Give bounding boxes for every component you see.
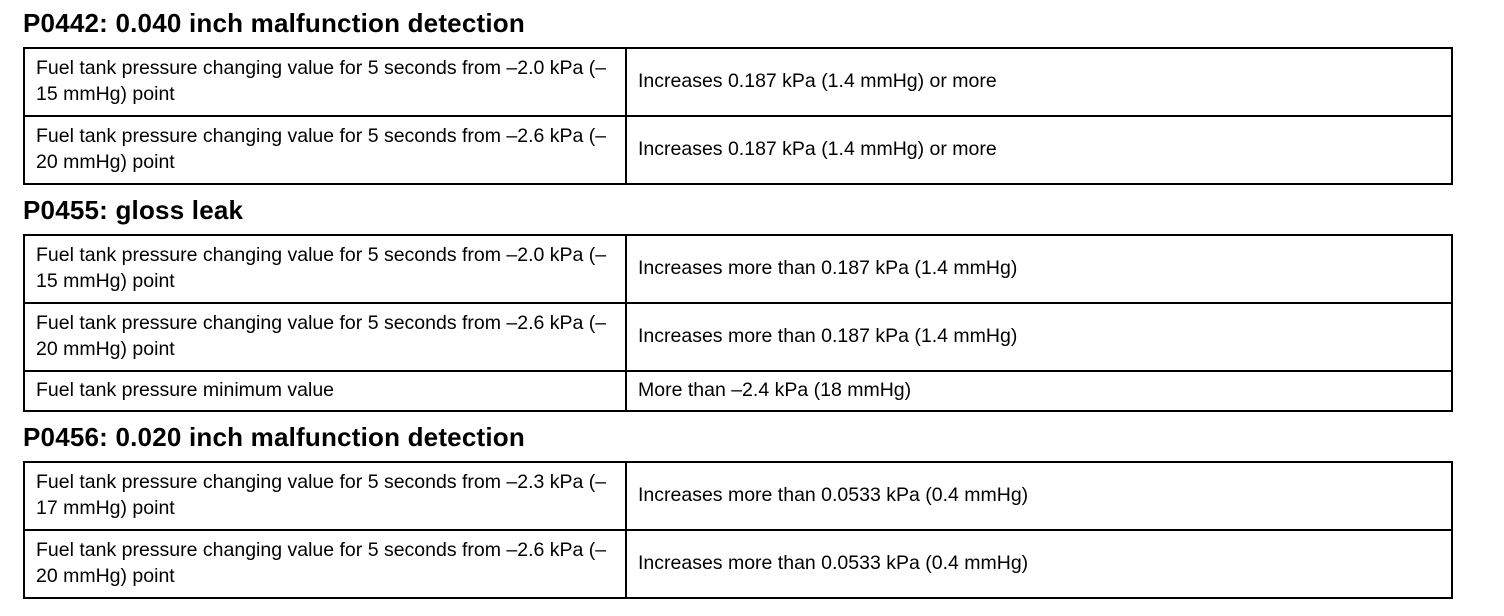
- value-cell: Increases more than 0.0533 kPa (0.4 mmHg…: [625, 528, 1453, 599]
- table-row: Fuel tank pressure changing value for 5 …: [23, 47, 1453, 117]
- value-cell: Increases 0.187 kPa (1.4 mmHg) or more: [625, 115, 1453, 185]
- section-heading-p0456: P0456: 0.020 inch malfunction detection: [23, 421, 525, 452]
- condition-cell: Fuel tank pressure changing value for 5 …: [23, 234, 627, 304]
- table-row: Fuel tank pressure changing value for 5 …: [23, 302, 1453, 372]
- value-cell: Increases more than 0.0533 kPa (0.4 mmHg…: [625, 460, 1453, 531]
- p0456-spec-table: Fuel tank pressure changing value for 5 …: [23, 460, 1453, 599]
- condition-cell: Fuel tank pressure changing value for 5 …: [23, 460, 627, 531]
- condition-cell: Fuel tank pressure changing value for 5 …: [23, 47, 627, 117]
- condition-cell: Fuel tank pressure changing value for 5 …: [23, 528, 627, 599]
- section-heading-p0455: P0455: gloss leak: [23, 195, 244, 225]
- condition-cell: Fuel tank pressure minimum value: [23, 370, 627, 412]
- p0455-spec-table: Fuel tank pressure changing value for 5 …: [23, 234, 1453, 412]
- condition-cell: Fuel tank pressure changing value for 5 …: [23, 115, 627, 185]
- value-cell: Increases more than 0.187 kPa (1.4 mmHg): [625, 234, 1453, 304]
- value-cell: More than –2.4 kPa (18 mmHg): [625, 370, 1453, 412]
- table-row: Fuel tank pressure changing value for 5 …: [23, 528, 1453, 599]
- table-row: Fuel tank pressure changing value for 5 …: [23, 460, 1453, 531]
- section-heading-p0442: P0442: 0.040 inch malfunction detection: [23, 8, 525, 38]
- condition-cell: Fuel tank pressure changing value for 5 …: [23, 302, 627, 372]
- p0442-spec-table: Fuel tank pressure changing value for 5 …: [23, 47, 1453, 185]
- value-cell: Increases more than 0.187 kPa (1.4 mmHg): [625, 302, 1453, 372]
- value-cell: Increases 0.187 kPa (1.4 mmHg) or more: [625, 47, 1453, 117]
- table-row: Fuel tank pressure minimum value More th…: [23, 370, 1453, 412]
- table-row: Fuel tank pressure changing value for 5 …: [23, 234, 1453, 304]
- table-row: Fuel tank pressure changing value for 5 …: [23, 115, 1453, 185]
